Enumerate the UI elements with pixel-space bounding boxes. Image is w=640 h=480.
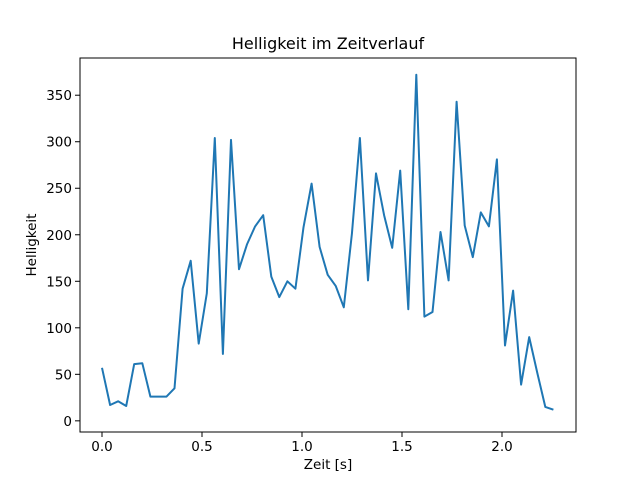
x-tick-label: 2.0: [491, 439, 512, 455]
y-tick-label: 200: [46, 228, 72, 244]
x-tick-label: 1.0: [291, 439, 312, 455]
plot-frame: [79, 57, 577, 433]
y-tick-label: 150: [46, 274, 72, 290]
y-tick-label: 250: [46, 181, 72, 197]
y-tick-label: 100: [46, 321, 72, 337]
chart-title: Helligkeit im Zeitverlauf: [232, 34, 425, 53]
x-tick-label: 1.5: [391, 439, 412, 455]
y-axis-label: Helligkeit: [24, 214, 40, 277]
y-tick-label: 350: [46, 88, 72, 104]
y-tick-label: 300: [46, 135, 72, 151]
x-tick-label: 0.5: [191, 439, 212, 455]
y-tick-label: 50: [55, 367, 72, 383]
y-axis-ticks: 0 50 100 150 200 250 300 350: [46, 88, 80, 430]
series-line-helligkeit: [101, 73, 554, 411]
y-tick-label: 0: [63, 414, 72, 430]
x-axis-ticks: 0.0 0.5 1.0 1.5 2.0: [91, 432, 513, 455]
x-axis-label: Zeit [s]: [304, 457, 352, 473]
x-tick-label: 0.0: [91, 439, 112, 455]
